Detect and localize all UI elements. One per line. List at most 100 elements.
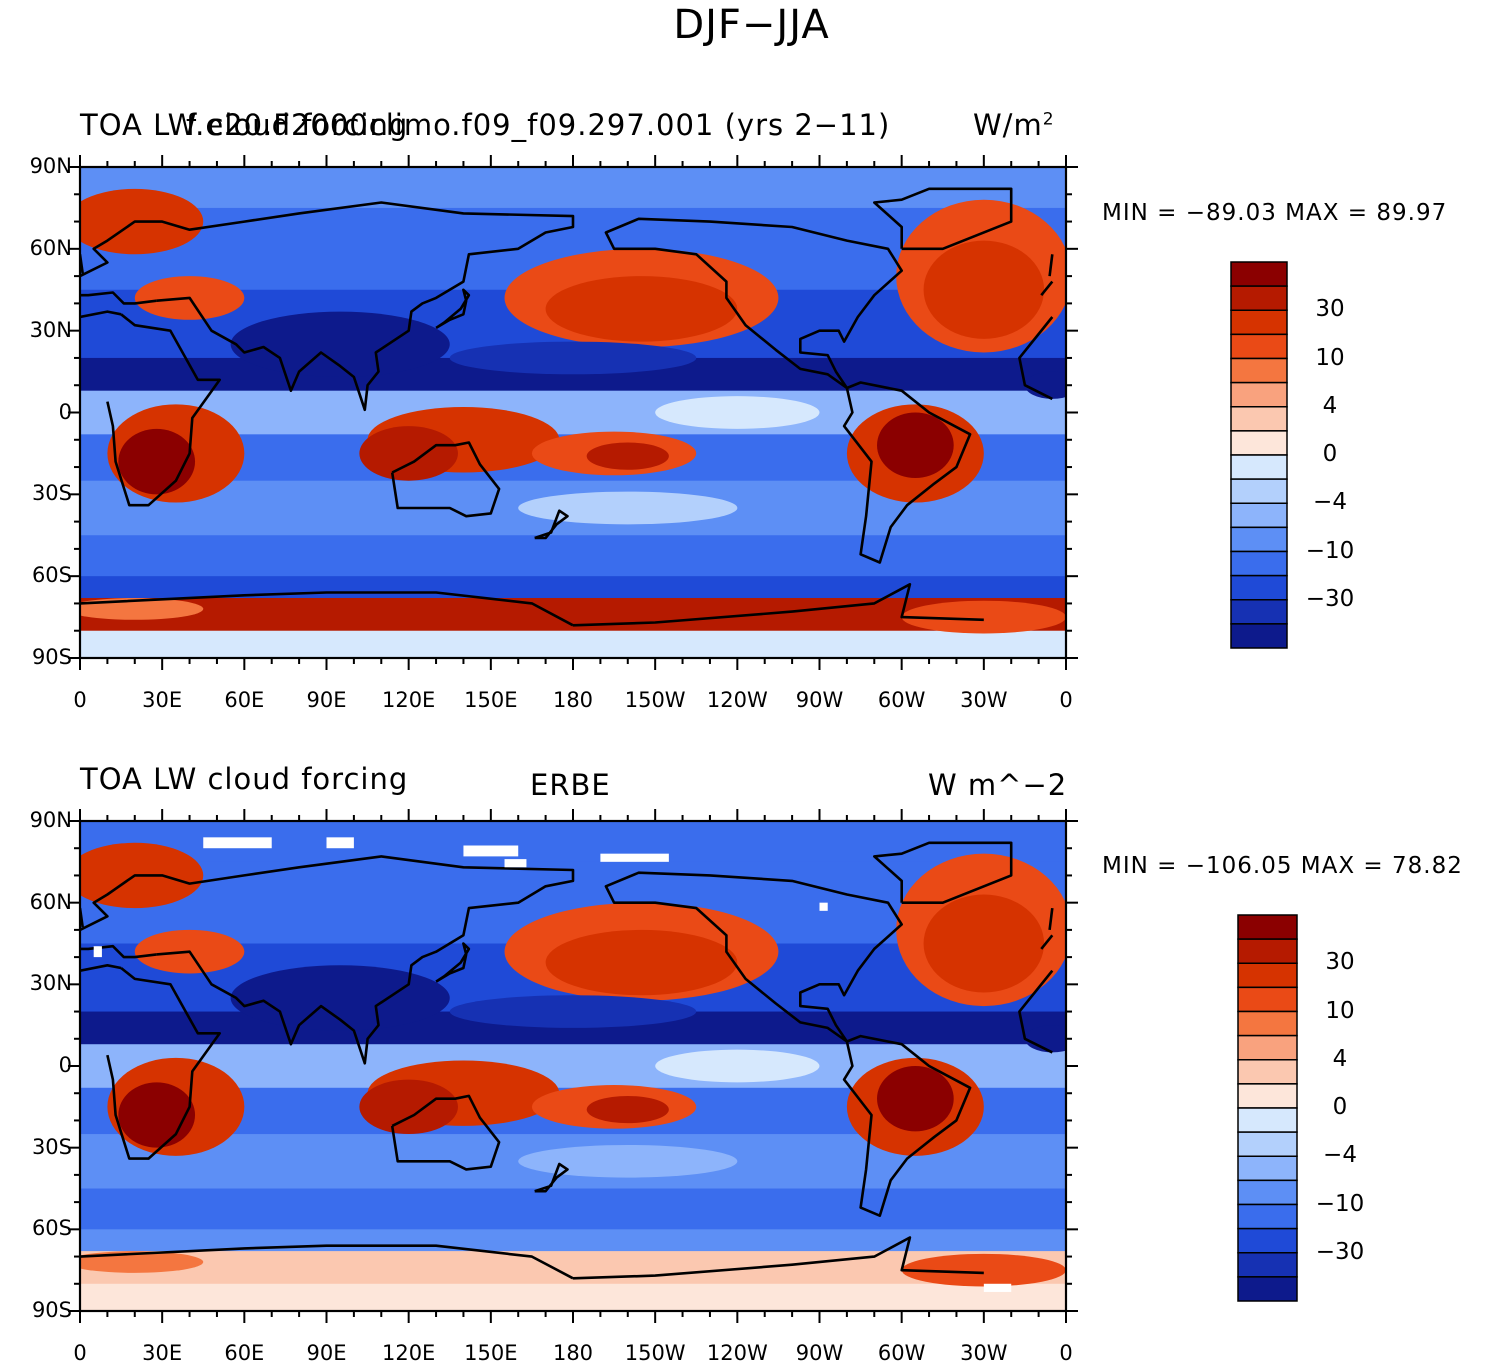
panel2-right-title: W m^−2 bbox=[928, 768, 1068, 802]
coastline bbox=[1040, 280, 1054, 297]
field-anomaly bbox=[877, 412, 954, 478]
lon-tick-label: 0 bbox=[73, 1341, 87, 1365]
colorbar-box bbox=[1230, 261, 1288, 287]
coastline bbox=[435, 288, 471, 330]
lat-tick-label: 0 bbox=[58, 1053, 72, 1077]
colorbar-label: 10 bbox=[1325, 997, 1355, 1024]
lon-tick-label: 90W bbox=[795, 1341, 844, 1365]
lon-tick-label: 150W bbox=[624, 688, 686, 712]
field-anomaly bbox=[230, 965, 450, 1031]
lon-tick-label: 150W bbox=[624, 1341, 686, 1365]
colorbar-box bbox=[1230, 478, 1288, 504]
colorbar-box bbox=[1237, 1276, 1298, 1302]
colorbar-label: −30 bbox=[1315, 1238, 1365, 1265]
lon-tick-label: 150E bbox=[464, 1341, 518, 1365]
colorbar-label: −10 bbox=[1315, 1190, 1365, 1217]
coastline bbox=[390, 441, 501, 518]
colorbar-box bbox=[1237, 1252, 1298, 1278]
panel1-right-title: W/m2 bbox=[973, 108, 1055, 142]
field-band bbox=[80, 167, 1066, 209]
colorbar-box bbox=[1230, 550, 1288, 577]
coastline bbox=[435, 942, 471, 983]
lat-tick-label: 60N bbox=[29, 889, 72, 914]
colorbar-box bbox=[1230, 357, 1288, 384]
panel2-center-title: ERBE bbox=[530, 768, 611, 802]
colorbar-box bbox=[1230, 285, 1288, 311]
lat-tick-label: 90N bbox=[29, 154, 72, 178]
colorbar-box bbox=[1230, 333, 1288, 360]
field-anomaly bbox=[901, 1253, 1066, 1287]
field-anomaly bbox=[518, 491, 738, 525]
field-1 bbox=[80, 167, 1066, 658]
lon-tick-label: 180 bbox=[552, 688, 594, 712]
coastline bbox=[604, 871, 904, 1043]
colorbar-box bbox=[1230, 502, 1288, 529]
lon-tick-label: 60W bbox=[877, 1341, 926, 1365]
panel1-units: W/m bbox=[973, 108, 1043, 142]
lon-tick-label: 0 bbox=[73, 688, 87, 712]
colorbar-box bbox=[1237, 1227, 1298, 1254]
colorbar-box bbox=[1237, 1034, 1298, 1061]
figure-title: DJF−JJA bbox=[673, 2, 830, 48]
field-band bbox=[80, 1283, 1066, 1311]
lon-tick-label: 150E bbox=[464, 688, 518, 712]
colorbar-box bbox=[1230, 430, 1288, 456]
coastline bbox=[572, 582, 984, 627]
missing-data-patch bbox=[93, 946, 102, 958]
coastline bbox=[1018, 969, 1054, 1054]
field-anomaly bbox=[449, 995, 697, 1028]
colorbar-box bbox=[1230, 574, 1288, 601]
field-anomaly bbox=[586, 442, 669, 470]
colorbar-box bbox=[1237, 1083, 1298, 1109]
colorbar-label: 30 bbox=[1325, 949, 1355, 976]
coastline bbox=[534, 1162, 569, 1193]
field-band bbox=[80, 630, 1066, 658]
colorbar-box bbox=[1237, 986, 1298, 1013]
coastline bbox=[106, 313, 221, 507]
coastline bbox=[842, 1034, 972, 1217]
colorbar-label: 0 bbox=[1332, 1094, 1348, 1120]
panel1-units-exponent: 2 bbox=[1042, 109, 1055, 130]
colorbar-box bbox=[1230, 599, 1288, 625]
field-anomaly bbox=[1024, 371, 1066, 399]
panel1-center-title: f.e20.F2000climo.f09_f09.297.001 (yrs 2−… bbox=[186, 108, 891, 142]
missing-data-patch bbox=[463, 845, 519, 857]
lon-tick-label: 90E bbox=[306, 1341, 347, 1365]
colorbar-box bbox=[1237, 938, 1298, 964]
colorbar-box bbox=[1237, 1107, 1298, 1133]
lon-tick-label: 0 bbox=[1059, 688, 1073, 712]
field-anomaly bbox=[230, 311, 450, 378]
colorbar-box bbox=[1230, 406, 1288, 432]
colorbar-box bbox=[1230, 623, 1288, 649]
field-anomaly bbox=[518, 1144, 738, 1178]
field-2 bbox=[80, 821, 1066, 1311]
colorbar-box bbox=[1237, 1010, 1298, 1037]
colorbar-box bbox=[1237, 962, 1298, 989]
coastline bbox=[80, 591, 574, 627]
lon-tick-label: 30W bbox=[960, 1341, 1008, 1365]
missing-data-patch bbox=[326, 837, 354, 849]
field-anomaly bbox=[923, 240, 1045, 339]
lon-tick-label: 60W bbox=[877, 688, 926, 712]
lon-tick-label: 120W bbox=[706, 1341, 768, 1365]
lon-tick-label: 90E bbox=[306, 688, 347, 712]
missing-data-patch bbox=[504, 859, 527, 868]
missing-data-patch bbox=[819, 902, 828, 911]
lon-tick-label: 30W bbox=[960, 688, 1008, 712]
map-panel-1 bbox=[68, 155, 1288, 670]
coastline bbox=[534, 509, 569, 540]
field-anomaly bbox=[877, 1066, 954, 1132]
coastline bbox=[1040, 934, 1054, 950]
coastline bbox=[842, 381, 972, 564]
field-anomaly bbox=[901, 600, 1066, 634]
lat-tick-label: 30N bbox=[29, 971, 72, 996]
field-anomaly bbox=[545, 276, 738, 342]
coastline bbox=[106, 966, 221, 1160]
map-panel-2 bbox=[68, 809, 1298, 1323]
panel1-minmax: MIN = −89.03 MAX = 89.97 bbox=[1102, 200, 1448, 226]
coastline bbox=[80, 963, 122, 972]
lon-tick-label: 30E bbox=[142, 688, 183, 712]
colorbar-label: 4 bbox=[1322, 392, 1338, 419]
coastline bbox=[80, 1244, 574, 1280]
